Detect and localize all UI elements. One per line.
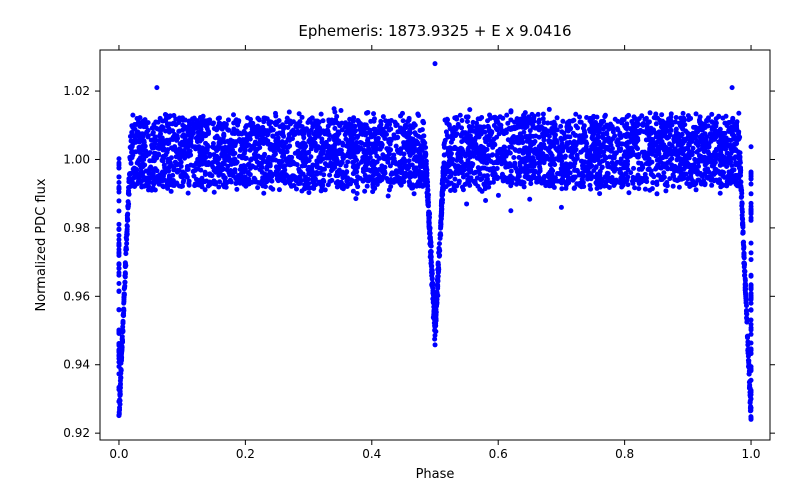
x-tick-label: 0.6: [489, 447, 508, 461]
x-tick-label: 0.8: [615, 447, 634, 461]
x-axis-label: Phase: [416, 467, 455, 482]
y-tick-label: 0.92: [63, 426, 90, 440]
x-tick-label: 0.2: [236, 447, 255, 461]
chart-title: Ephemeris: 1873.9325 + E x 9.0416: [298, 22, 571, 40]
y-axis-label: Normalized PDC flux: [34, 178, 49, 311]
y-tick-label: 0.94: [63, 358, 90, 372]
y-tick-label: 1.00: [63, 152, 90, 166]
y-tick-label: 1.02: [63, 84, 90, 98]
x-tick-label: 0.4: [362, 447, 381, 461]
x-tick-label: 0.0: [109, 447, 128, 461]
phase-flux-chart: 0.0 0.2 0.4 0.6 0.8 1.0 0.92 0.94 0.96 0.98 1.00 1.…: [0, 0, 800, 500]
y-tick-label: 0.98: [63, 221, 90, 235]
y-tick-label: 0.96: [63, 289, 90, 303]
plot-area: [100, 50, 770, 440]
chart-svg: 0.0 0.2 0.4 0.6 0.8 1.0 0.92 0.94 0.96 0.98 1.00 1.…: [0, 0, 800, 500]
x-tick-label: 1.0: [741, 447, 760, 461]
